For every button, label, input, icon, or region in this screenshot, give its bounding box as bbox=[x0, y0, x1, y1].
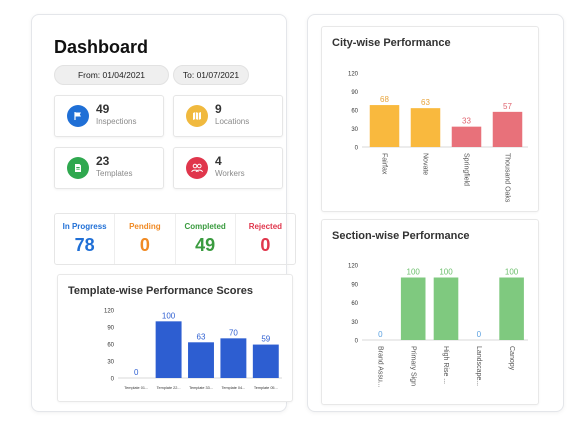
bar bbox=[499, 277, 524, 340]
bar bbox=[410, 108, 441, 147]
y-tick-label: 0 bbox=[355, 339, 359, 345]
data-label: 57 bbox=[503, 102, 512, 111]
y-tick-label: 60 bbox=[351, 109, 358, 115]
y-tick-label: 120 bbox=[104, 309, 115, 315]
bar bbox=[369, 105, 400, 147]
y-tick-label: 120 bbox=[348, 72, 359, 78]
status-label: In Progress bbox=[62, 222, 107, 231]
stat-tile-inspections[interactable]: 49 Inspections bbox=[54, 95, 164, 137]
stat-tile-workers[interactable]: 4 Workers bbox=[173, 147, 283, 189]
data-label: 33 bbox=[462, 117, 471, 126]
users-icon bbox=[186, 157, 208, 179]
data-label: 0 bbox=[134, 368, 139, 377]
x-tick-label: Landscape... bbox=[475, 346, 482, 386]
data-label: 100 bbox=[162, 311, 176, 320]
bar bbox=[155, 321, 182, 378]
data-label: 59 bbox=[261, 335, 270, 344]
data-label: 100 bbox=[407, 268, 421, 277]
status-value: 78 bbox=[74, 235, 95, 255]
y-tick-label: 30 bbox=[107, 360, 114, 366]
x-tick-label: Template 01... bbox=[124, 386, 148, 390]
stat-label: Workers bbox=[215, 169, 245, 178]
bar bbox=[433, 277, 459, 340]
status-value: 0 bbox=[139, 235, 150, 255]
x-tick-label: Canopy bbox=[508, 346, 515, 371]
template-chart-svg: 0 30 60 90 120 0 Template 01... 100 Template 22.… bbox=[104, 309, 282, 390]
y-tick-label: 60 bbox=[107, 343, 114, 349]
stat-value: 4 bbox=[215, 154, 222, 168]
section-chart-svg: 0 30 60 90 120 0 Brand Assu... 100 Primary Sign 1… bbox=[348, 264, 528, 388]
y-tick-label: 90 bbox=[107, 326, 114, 332]
y-tick-label: 90 bbox=[351, 90, 358, 96]
performance-card: City-wise Performance 0 30 60 90 120 68 Fairfa… bbox=[307, 14, 564, 412]
y-tick-label: 30 bbox=[351, 320, 358, 326]
status-label: Pending bbox=[129, 222, 161, 231]
document-icon bbox=[67, 157, 89, 179]
data-label: 63 bbox=[421, 98, 430, 107]
bar bbox=[492, 111, 523, 147]
section-performance-chart: Section-wise Performance 0 30 60 90 120 0 Bran… bbox=[321, 219, 539, 405]
y-tick-label: 0 bbox=[355, 146, 359, 152]
y-tick-label: 30 bbox=[351, 127, 358, 133]
status-label: Completed bbox=[184, 222, 226, 231]
bar bbox=[451, 126, 482, 147]
status-value: 0 bbox=[260, 235, 271, 255]
bar bbox=[252, 344, 279, 378]
status-completed[interactable]: Completed 49 bbox=[176, 214, 236, 264]
y-tick-label: 90 bbox=[351, 282, 358, 288]
stat-label: Templates bbox=[96, 169, 133, 178]
status-summary: In Progress 78 Pending 0 Completed 49 Re… bbox=[54, 213, 296, 265]
page-title: Dashboard bbox=[54, 37, 149, 57]
x-tick-label: Novate bbox=[422, 153, 429, 175]
data-label: 0 bbox=[378, 330, 383, 339]
x-tick-label: Template 22... bbox=[157, 386, 181, 390]
bar bbox=[188, 342, 214, 378]
stat-label: Inspections bbox=[96, 117, 137, 126]
status-rejected[interactable]: Rejected 0 bbox=[236, 214, 295, 264]
data-label: 100 bbox=[439, 268, 453, 277]
stat-value: 23 bbox=[96, 154, 110, 168]
y-tick-label: 120 bbox=[348, 264, 359, 270]
data-label: 70 bbox=[229, 328, 238, 337]
stat-value: 9 bbox=[215, 102, 222, 116]
template-performance-chart: Template-wise Performance Scores 0 30 60 90… bbox=[57, 274, 293, 402]
x-tick-label: Springfield bbox=[463, 153, 470, 186]
x-tick-label: Thousand Oaks bbox=[504, 153, 511, 203]
map-icon bbox=[186, 105, 208, 127]
x-tick-label: Template 05... bbox=[254, 386, 278, 390]
x-tick-label: High Rise ... bbox=[442, 346, 449, 384]
x-tick-label: Brand Assu... bbox=[377, 346, 384, 388]
x-tick-label: Fairfax bbox=[381, 153, 388, 175]
city-performance-chart: City-wise Performance 0 30 60 90 120 68 Fairfa… bbox=[321, 26, 539, 212]
data-label: 100 bbox=[505, 268, 519, 277]
status-pending[interactable]: Pending 0 bbox=[115, 214, 176, 264]
stat-value: 49 bbox=[96, 102, 110, 116]
bar bbox=[400, 277, 426, 340]
x-tick-label: Template 04... bbox=[221, 386, 245, 390]
x-tick-label: Primary Sign bbox=[409, 346, 416, 386]
stat-label: Locations bbox=[215, 117, 250, 126]
stat-tile-locations[interactable]: 9 Locations bbox=[173, 95, 283, 137]
stat-tile-templates[interactable]: 23 Templates bbox=[54, 147, 164, 189]
dashboard-card: Dashboard From: 01/04/2021 To: 01/07/202… bbox=[31, 14, 296, 412]
chart-title: Section-wise Performance bbox=[332, 230, 470, 242]
city-chart-svg: 0 30 60 90 120 68 Fairfax 63 Novate 33 Springfield… bbox=[348, 72, 528, 203]
date-to-filter[interactable]: To: 01/07/2021 bbox=[173, 65, 249, 85]
flag-icon bbox=[67, 105, 89, 127]
data-label: 68 bbox=[380, 95, 389, 104]
chart-title: City-wise Performance bbox=[332, 37, 451, 49]
x-tick-label: Template 33... bbox=[189, 386, 213, 390]
bar bbox=[220, 338, 247, 378]
status-in-progress[interactable]: In Progress 78 bbox=[55, 214, 116, 264]
chart-title: Template-wise Performance Scores bbox=[68, 285, 254, 297]
status-value: 49 bbox=[195, 235, 216, 255]
data-label: 63 bbox=[197, 332, 206, 341]
status-label: Rejected bbox=[248, 222, 283, 231]
data-label: 0 bbox=[477, 330, 482, 339]
y-tick-label: 0 bbox=[111, 377, 115, 383]
y-tick-label: 60 bbox=[351, 301, 358, 307]
date-from-filter[interactable]: From: 01/04/2021 bbox=[54, 65, 169, 85]
